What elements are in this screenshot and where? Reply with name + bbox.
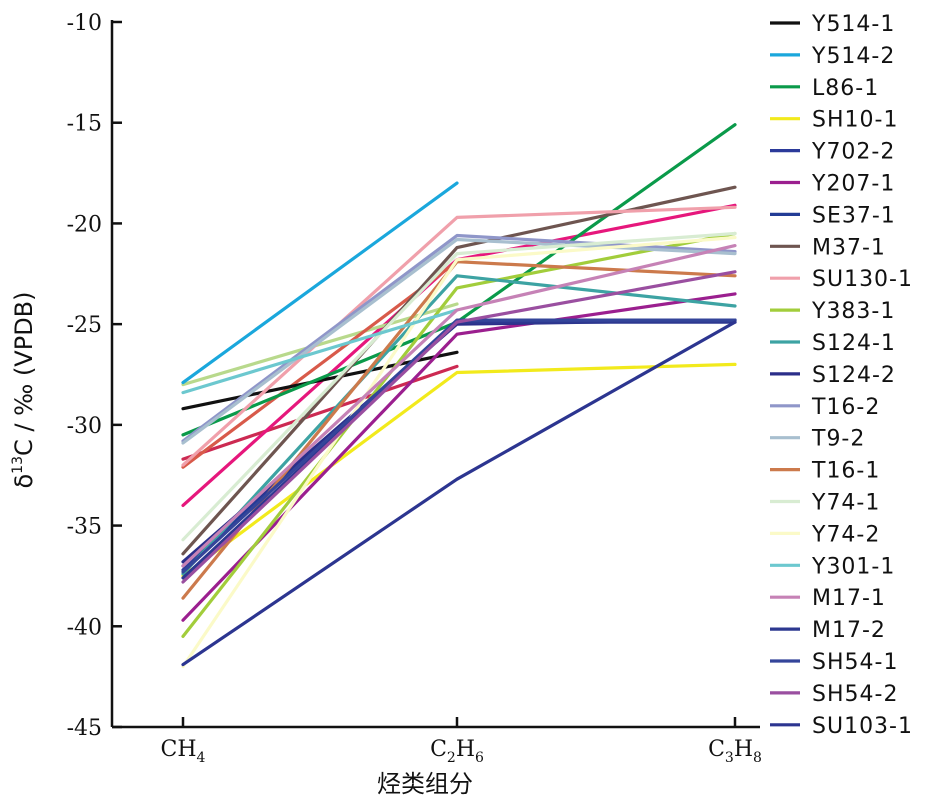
- legend-item-sh54-2: SH54-2: [770, 682, 898, 707]
- x-tick-label-c2h6: C2H6: [430, 737, 484, 766]
- series-line-y74-2: [181, 235, 737, 669]
- y-tick-label: -45: [67, 716, 102, 741]
- legend-label: T16-2: [811, 395, 880, 420]
- legend-item-m17-1: M17-1: [770, 586, 886, 611]
- series-line-s124-1: [181, 274, 737, 576]
- y-axis-title-sup: 13: [10, 456, 26, 474]
- series-line-m37-1: [181, 185, 737, 556]
- x-tick-label-ch4: CH4: [161, 737, 206, 766]
- y-tick-label: -35: [67, 515, 102, 540]
- legend-label: S124-2: [812, 363, 896, 388]
- legend-item-m37-1: M37-1: [770, 235, 886, 260]
- legend-item-s124-1: S124-1: [770, 331, 896, 356]
- series-line-y301-1: [181, 308, 459, 395]
- series-line-m17-1: [181, 244, 737, 568]
- legend-item-y514-2: Y514-2: [770, 44, 895, 69]
- legend-item-y383-1: Y383-1: [770, 299, 895, 324]
- series-line-t9-2: [181, 237, 737, 445]
- legend-item-t9-2: T9-2: [770, 427, 865, 452]
- y-tick-label: -20: [67, 212, 102, 237]
- legend-item-sh54-1: SH54-1: [770, 650, 898, 675]
- y-tick-label: -15: [67, 112, 102, 137]
- legend-label: SU130-1: [812, 267, 913, 292]
- legend-label: T16-1: [811, 459, 880, 484]
- series-line-sh54-1: [181, 318, 737, 574]
- legend-label: S124-1: [812, 331, 896, 356]
- legend-label: SU103-1: [812, 714, 913, 739]
- legend-item-se37-1: SE37-1: [770, 203, 896, 228]
- legend-item-y702-2: Y702-2: [770, 140, 895, 165]
- series-line-su103-1: [181, 320, 737, 667]
- legend-item-y207-1: Y207-1: [770, 172, 895, 197]
- legend-label: Y207-1: [811, 172, 895, 197]
- series-line-sh10-1: [181, 362, 737, 578]
- legend-label: Y702-2: [811, 140, 895, 165]
- y-tick-label: -30: [67, 414, 102, 439]
- series-line-y207-1: [181, 292, 737, 622]
- legend-item-sh10-1: SH10-1: [770, 108, 898, 133]
- legend-item-su130-1: SU130-1: [770, 267, 913, 292]
- legend-label: SH54-1: [812, 650, 898, 675]
- series-line-unlabeled-4: [181, 260, 459, 469]
- legend-label: SH10-1: [812, 108, 898, 133]
- legend-label: Y383-1: [811, 299, 895, 324]
- series-line-y514-2: [181, 181, 459, 385]
- legend-label: Y514-1: [811, 12, 895, 37]
- series-lines: [181, 123, 737, 669]
- y-axis-title: δ13C / ‰ (VPDB): [10, 291, 38, 488]
- legend-label: SH54-2: [812, 682, 898, 707]
- legend-label: Y74-2: [811, 522, 880, 547]
- legend-label: M17-1: [812, 586, 886, 611]
- legend-label: M37-1: [812, 235, 886, 260]
- legend-item-su103-1: SU103-1: [770, 714, 913, 739]
- y-tick-label: -25: [67, 313, 102, 338]
- series-line-s124-2: [181, 318, 737, 564]
- axes: [110, 20, 760, 729]
- x-axis-title: 烃类组分: [377, 770, 473, 798]
- series-line-y74-1: [181, 231, 737, 542]
- series-line-su130-1: [181, 205, 737, 467]
- x-tick-label-c3h8: C3H8: [708, 737, 762, 766]
- series-line-y383-1: [181, 231, 737, 639]
- legend-label: Y74-1: [811, 491, 880, 516]
- legend-label: M17-2: [812, 618, 886, 643]
- legend-item-t16-1: T16-1: [770, 459, 880, 484]
- legend-label: SE37-1: [812, 203, 896, 228]
- legend-label: Y514-2: [811, 44, 895, 69]
- y-tick-label: -40: [67, 615, 102, 640]
- legend-label: T9-2: [811, 427, 865, 452]
- legend-item-y301-1: Y301-1: [770, 554, 895, 579]
- y-axis-title-rest: C / ‰ (VPDB): [10, 291, 38, 456]
- legend: Y514-1 Y514-2 L86-1 SH10-1 Y702-2 Y207-1 SE37-…: [770, 12, 913, 739]
- legend-item-t16-2: T16-2: [770, 395, 880, 420]
- legend-item-y514-1: Y514-1: [770, 12, 895, 37]
- legend-item-m17-2: M17-2: [770, 618, 886, 643]
- legend-item-s124-2: S124-2: [770, 363, 896, 388]
- legend-item-y74-2: Y74-2: [770, 522, 880, 547]
- y-ticks: -10 -15 -20 -25 -30 -35 -40 -45: [67, 11, 122, 741]
- series-line-unlabeled-3: [181, 302, 459, 387]
- legend-label: Y301-1: [811, 554, 895, 579]
- y-axis-title-prefix: δ: [10, 474, 38, 489]
- x-ticks: CH4 C2H6 C3H8: [161, 717, 762, 766]
- legend-item-l86-1: L86-1: [770, 76, 879, 101]
- y-tick-label: -10: [67, 11, 102, 36]
- legend-label: L86-1: [812, 76, 879, 101]
- legend-item-y74-1: Y74-1: [770, 491, 880, 516]
- series-line-sh54-2: [181, 270, 737, 584]
